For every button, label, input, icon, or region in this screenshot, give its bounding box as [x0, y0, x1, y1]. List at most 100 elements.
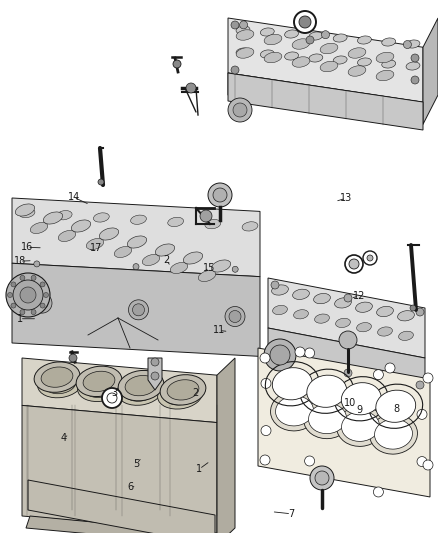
Ellipse shape: [264, 34, 282, 45]
Circle shape: [385, 363, 395, 373]
Ellipse shape: [34, 362, 80, 392]
Circle shape: [423, 460, 433, 470]
Ellipse shape: [160, 375, 206, 405]
Circle shape: [34, 261, 40, 267]
Circle shape: [151, 358, 159, 366]
Text: 14: 14: [67, 192, 80, 202]
Circle shape: [225, 306, 245, 327]
Circle shape: [344, 294, 352, 302]
Text: 1: 1: [196, 464, 202, 474]
Ellipse shape: [15, 204, 35, 216]
Ellipse shape: [378, 327, 392, 336]
Circle shape: [411, 54, 419, 62]
Ellipse shape: [308, 403, 346, 434]
Circle shape: [20, 276, 25, 280]
Ellipse shape: [236, 26, 250, 34]
Ellipse shape: [167, 379, 199, 400]
Ellipse shape: [376, 52, 394, 63]
Circle shape: [36, 297, 48, 309]
Circle shape: [107, 393, 117, 403]
Circle shape: [20, 310, 25, 314]
Circle shape: [416, 308, 424, 316]
Ellipse shape: [376, 70, 394, 80]
Text: 16: 16: [21, 243, 33, 252]
Text: 2: 2: [192, 389, 198, 398]
Circle shape: [403, 41, 411, 49]
Circle shape: [13, 280, 43, 310]
Ellipse shape: [184, 252, 203, 264]
Circle shape: [264, 339, 296, 371]
Ellipse shape: [285, 30, 299, 38]
Circle shape: [345, 255, 363, 273]
Ellipse shape: [406, 62, 420, 70]
Circle shape: [40, 282, 45, 287]
Text: 9: 9: [356, 406, 362, 415]
Circle shape: [231, 66, 239, 74]
Ellipse shape: [84, 377, 116, 398]
Ellipse shape: [125, 375, 157, 396]
Circle shape: [410, 305, 416, 311]
Circle shape: [11, 303, 16, 308]
Circle shape: [233, 103, 247, 117]
Circle shape: [133, 304, 145, 316]
Circle shape: [186, 83, 196, 93]
Ellipse shape: [293, 289, 309, 300]
Ellipse shape: [83, 371, 115, 392]
Ellipse shape: [71, 220, 91, 232]
Ellipse shape: [357, 36, 371, 44]
Ellipse shape: [19, 208, 35, 217]
Circle shape: [423, 373, 433, 383]
Circle shape: [200, 210, 212, 222]
Circle shape: [102, 388, 122, 408]
Ellipse shape: [370, 414, 417, 454]
Ellipse shape: [170, 262, 188, 273]
Ellipse shape: [99, 228, 119, 240]
Ellipse shape: [314, 314, 329, 323]
Ellipse shape: [56, 211, 72, 220]
Circle shape: [299, 16, 311, 28]
Ellipse shape: [155, 244, 175, 256]
Circle shape: [229, 311, 241, 322]
Ellipse shape: [309, 32, 323, 40]
Ellipse shape: [348, 66, 366, 76]
Circle shape: [304, 456, 314, 466]
Text: 18: 18: [14, 256, 26, 266]
Circle shape: [344, 369, 352, 377]
Ellipse shape: [406, 40, 420, 48]
Text: 3: 3: [112, 389, 118, 398]
Circle shape: [260, 353, 270, 363]
Ellipse shape: [158, 381, 202, 409]
Ellipse shape: [164, 385, 196, 405]
Ellipse shape: [320, 43, 338, 54]
Text: 17: 17: [90, 243, 102, 253]
Ellipse shape: [124, 381, 156, 401]
Ellipse shape: [333, 34, 347, 42]
Ellipse shape: [198, 270, 215, 281]
Circle shape: [173, 60, 181, 68]
Ellipse shape: [131, 215, 146, 224]
Circle shape: [374, 370, 383, 379]
Polygon shape: [228, 73, 423, 130]
Polygon shape: [22, 358, 217, 423]
Ellipse shape: [38, 369, 82, 398]
Text: 15: 15: [203, 263, 215, 272]
Ellipse shape: [376, 390, 416, 422]
Polygon shape: [228, 18, 423, 102]
Circle shape: [31, 276, 36, 280]
Circle shape: [294, 11, 316, 33]
Circle shape: [270, 345, 290, 365]
Ellipse shape: [398, 311, 414, 321]
Circle shape: [232, 266, 238, 272]
Ellipse shape: [320, 61, 338, 72]
Text: 5: 5: [134, 459, 140, 469]
Ellipse shape: [335, 298, 351, 308]
Ellipse shape: [118, 370, 164, 401]
Polygon shape: [28, 480, 215, 533]
Polygon shape: [423, 18, 438, 124]
Circle shape: [151, 372, 159, 380]
Ellipse shape: [357, 58, 371, 66]
Ellipse shape: [41, 367, 73, 387]
Ellipse shape: [382, 38, 396, 46]
Circle shape: [213, 188, 227, 202]
Circle shape: [304, 348, 314, 358]
